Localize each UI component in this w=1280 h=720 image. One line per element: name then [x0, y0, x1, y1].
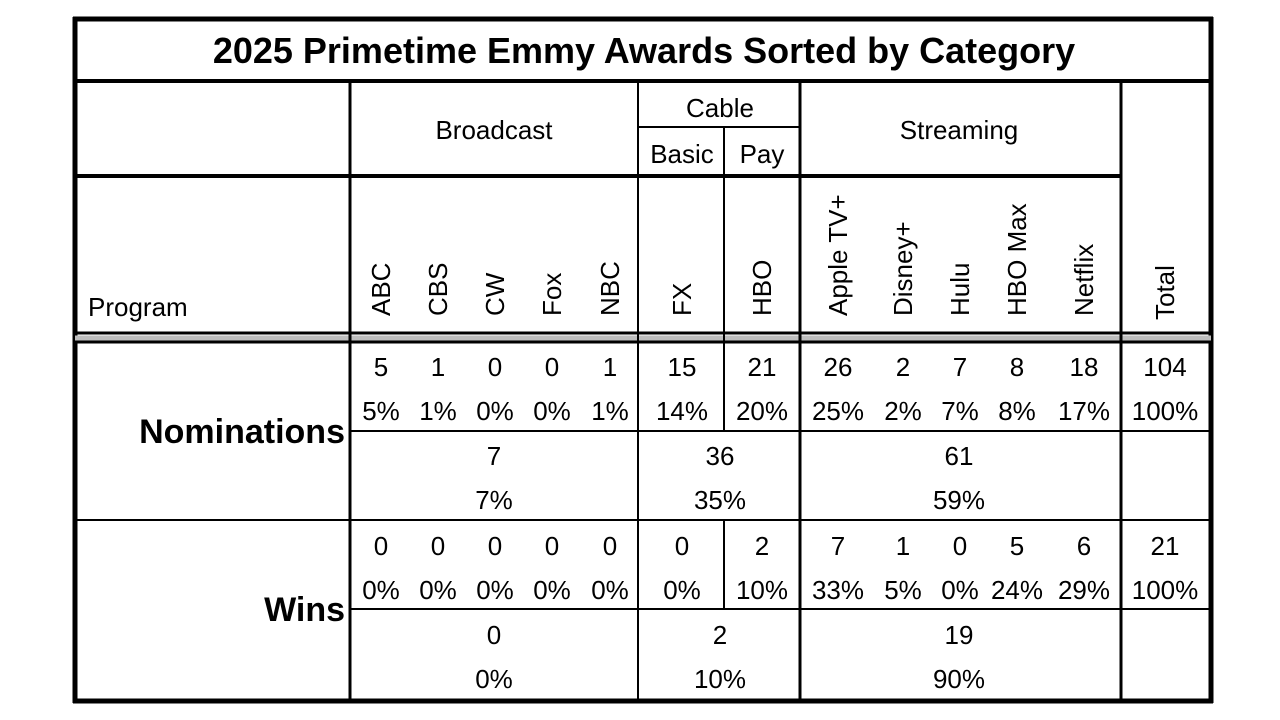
- group-percent-cell: 10%: [693, 664, 747, 694]
- percent-cell: 20%: [735, 396, 789, 426]
- group-count-cell: 2: [712, 620, 728, 650]
- count-cell: 5: [1009, 531, 1025, 561]
- count-cell: 1: [430, 352, 446, 382]
- percent-cell: 29%: [1057, 575, 1111, 605]
- network-header: CW: [480, 272, 510, 316]
- count-cell: 26: [823, 352, 853, 382]
- count-cell: 1: [895, 531, 911, 561]
- count-cell: 6: [1076, 531, 1092, 561]
- count-cell: 7: [830, 531, 846, 561]
- group-header-broadcast: Broadcast: [435, 115, 553, 145]
- percent-cell: 10%: [735, 575, 789, 605]
- total-percent-cell: 100%: [1131, 575, 1199, 605]
- percent-cell: 0%: [476, 396, 514, 426]
- count-cell: 2: [895, 352, 911, 382]
- count-cell: 0: [602, 531, 618, 561]
- count-cell: 0: [544, 531, 560, 561]
- count-cell: 5: [373, 352, 389, 382]
- percent-cell: 25%: [811, 396, 865, 426]
- count-cell: 2: [754, 531, 770, 561]
- group-percent-cell: 0%: [475, 664, 513, 694]
- network-header: NBC: [595, 261, 625, 316]
- count-cell: 0: [373, 531, 389, 561]
- count-cell: 0: [952, 531, 968, 561]
- percent-cell: 5%: [884, 575, 922, 605]
- group-header-cable-basic: Basic: [650, 139, 714, 169]
- group-header-cable: Cable: [686, 93, 754, 123]
- percent-cell: 5%: [362, 396, 400, 426]
- count-cell: 0: [487, 531, 503, 561]
- network-header: Disney+: [888, 221, 918, 316]
- group-percent-cell: 90%: [932, 664, 986, 694]
- network-header: ABC: [366, 262, 396, 316]
- percent-cell: 0%: [419, 575, 457, 605]
- count-cell: 0: [674, 531, 690, 561]
- group-count-cell: 61: [944, 441, 974, 471]
- network-header: Hulu: [945, 262, 975, 316]
- percent-cell: 0%: [663, 575, 701, 605]
- count-cell: 0: [544, 352, 560, 382]
- count-cell: 21: [747, 352, 777, 382]
- group-percent-cell: 59%: [932, 485, 986, 515]
- percent-cell: 0%: [533, 396, 571, 426]
- total-count-cell: 104: [1143, 352, 1187, 382]
- count-cell: 15: [667, 352, 697, 382]
- percent-cell: 1%: [419, 396, 457, 426]
- row-label-wins: Wins: [264, 591, 345, 629]
- percent-cell: 17%: [1057, 396, 1111, 426]
- percent-cell: 0%: [591, 575, 629, 605]
- percent-cell: 7%: [941, 396, 979, 426]
- network-header: FX: [667, 282, 697, 316]
- percent-cell: 24%: [990, 575, 1044, 605]
- percent-cell: 0%: [941, 575, 979, 605]
- group-header-cable-pay: Pay: [739, 139, 785, 169]
- percent-cell: 0%: [362, 575, 400, 605]
- count-cell: 0: [487, 352, 503, 382]
- group-count-cell: 7: [486, 441, 502, 471]
- network-header: HBO: [747, 259, 777, 316]
- network-header: CBS: [423, 262, 453, 316]
- count-cell: 8: [1009, 352, 1025, 382]
- percent-cell: 0%: [476, 575, 514, 605]
- group-count-cell: 0: [486, 620, 502, 650]
- count-cell: 0: [430, 531, 446, 561]
- program-label: Program: [88, 292, 188, 322]
- row-label-nominations: Nominations: [139, 413, 345, 451]
- network-header: Apple TV+: [823, 194, 853, 316]
- group-header-streaming: Streaming: [899, 115, 1019, 145]
- group-count-cell: 19: [944, 620, 974, 650]
- count-cell: 18: [1069, 352, 1099, 382]
- percent-cell: 33%: [811, 575, 865, 605]
- percent-cell: 8%: [998, 396, 1036, 426]
- total-header: Total: [1150, 265, 1180, 320]
- percent-cell: 14%: [655, 396, 709, 426]
- network-header: Fox: [537, 272, 567, 316]
- group-percent-cell: 7%: [475, 485, 513, 515]
- percent-cell: 2%: [884, 396, 922, 426]
- total-count-cell: 21: [1150, 531, 1180, 561]
- table-title: 2025 Primetime Emmy Awards Sorted by Cat…: [212, 30, 1076, 71]
- network-header: HBO Max: [1002, 203, 1032, 316]
- count-cell: 7: [952, 352, 968, 382]
- count-cell: 1: [602, 352, 618, 382]
- network-header: Netflix: [1069, 243, 1099, 316]
- percent-cell: 0%: [533, 575, 571, 605]
- total-percent-cell: 100%: [1131, 396, 1199, 426]
- group-count-cell: 36: [705, 441, 735, 471]
- group-percent-cell: 35%: [693, 485, 747, 515]
- percent-cell: 1%: [591, 396, 629, 426]
